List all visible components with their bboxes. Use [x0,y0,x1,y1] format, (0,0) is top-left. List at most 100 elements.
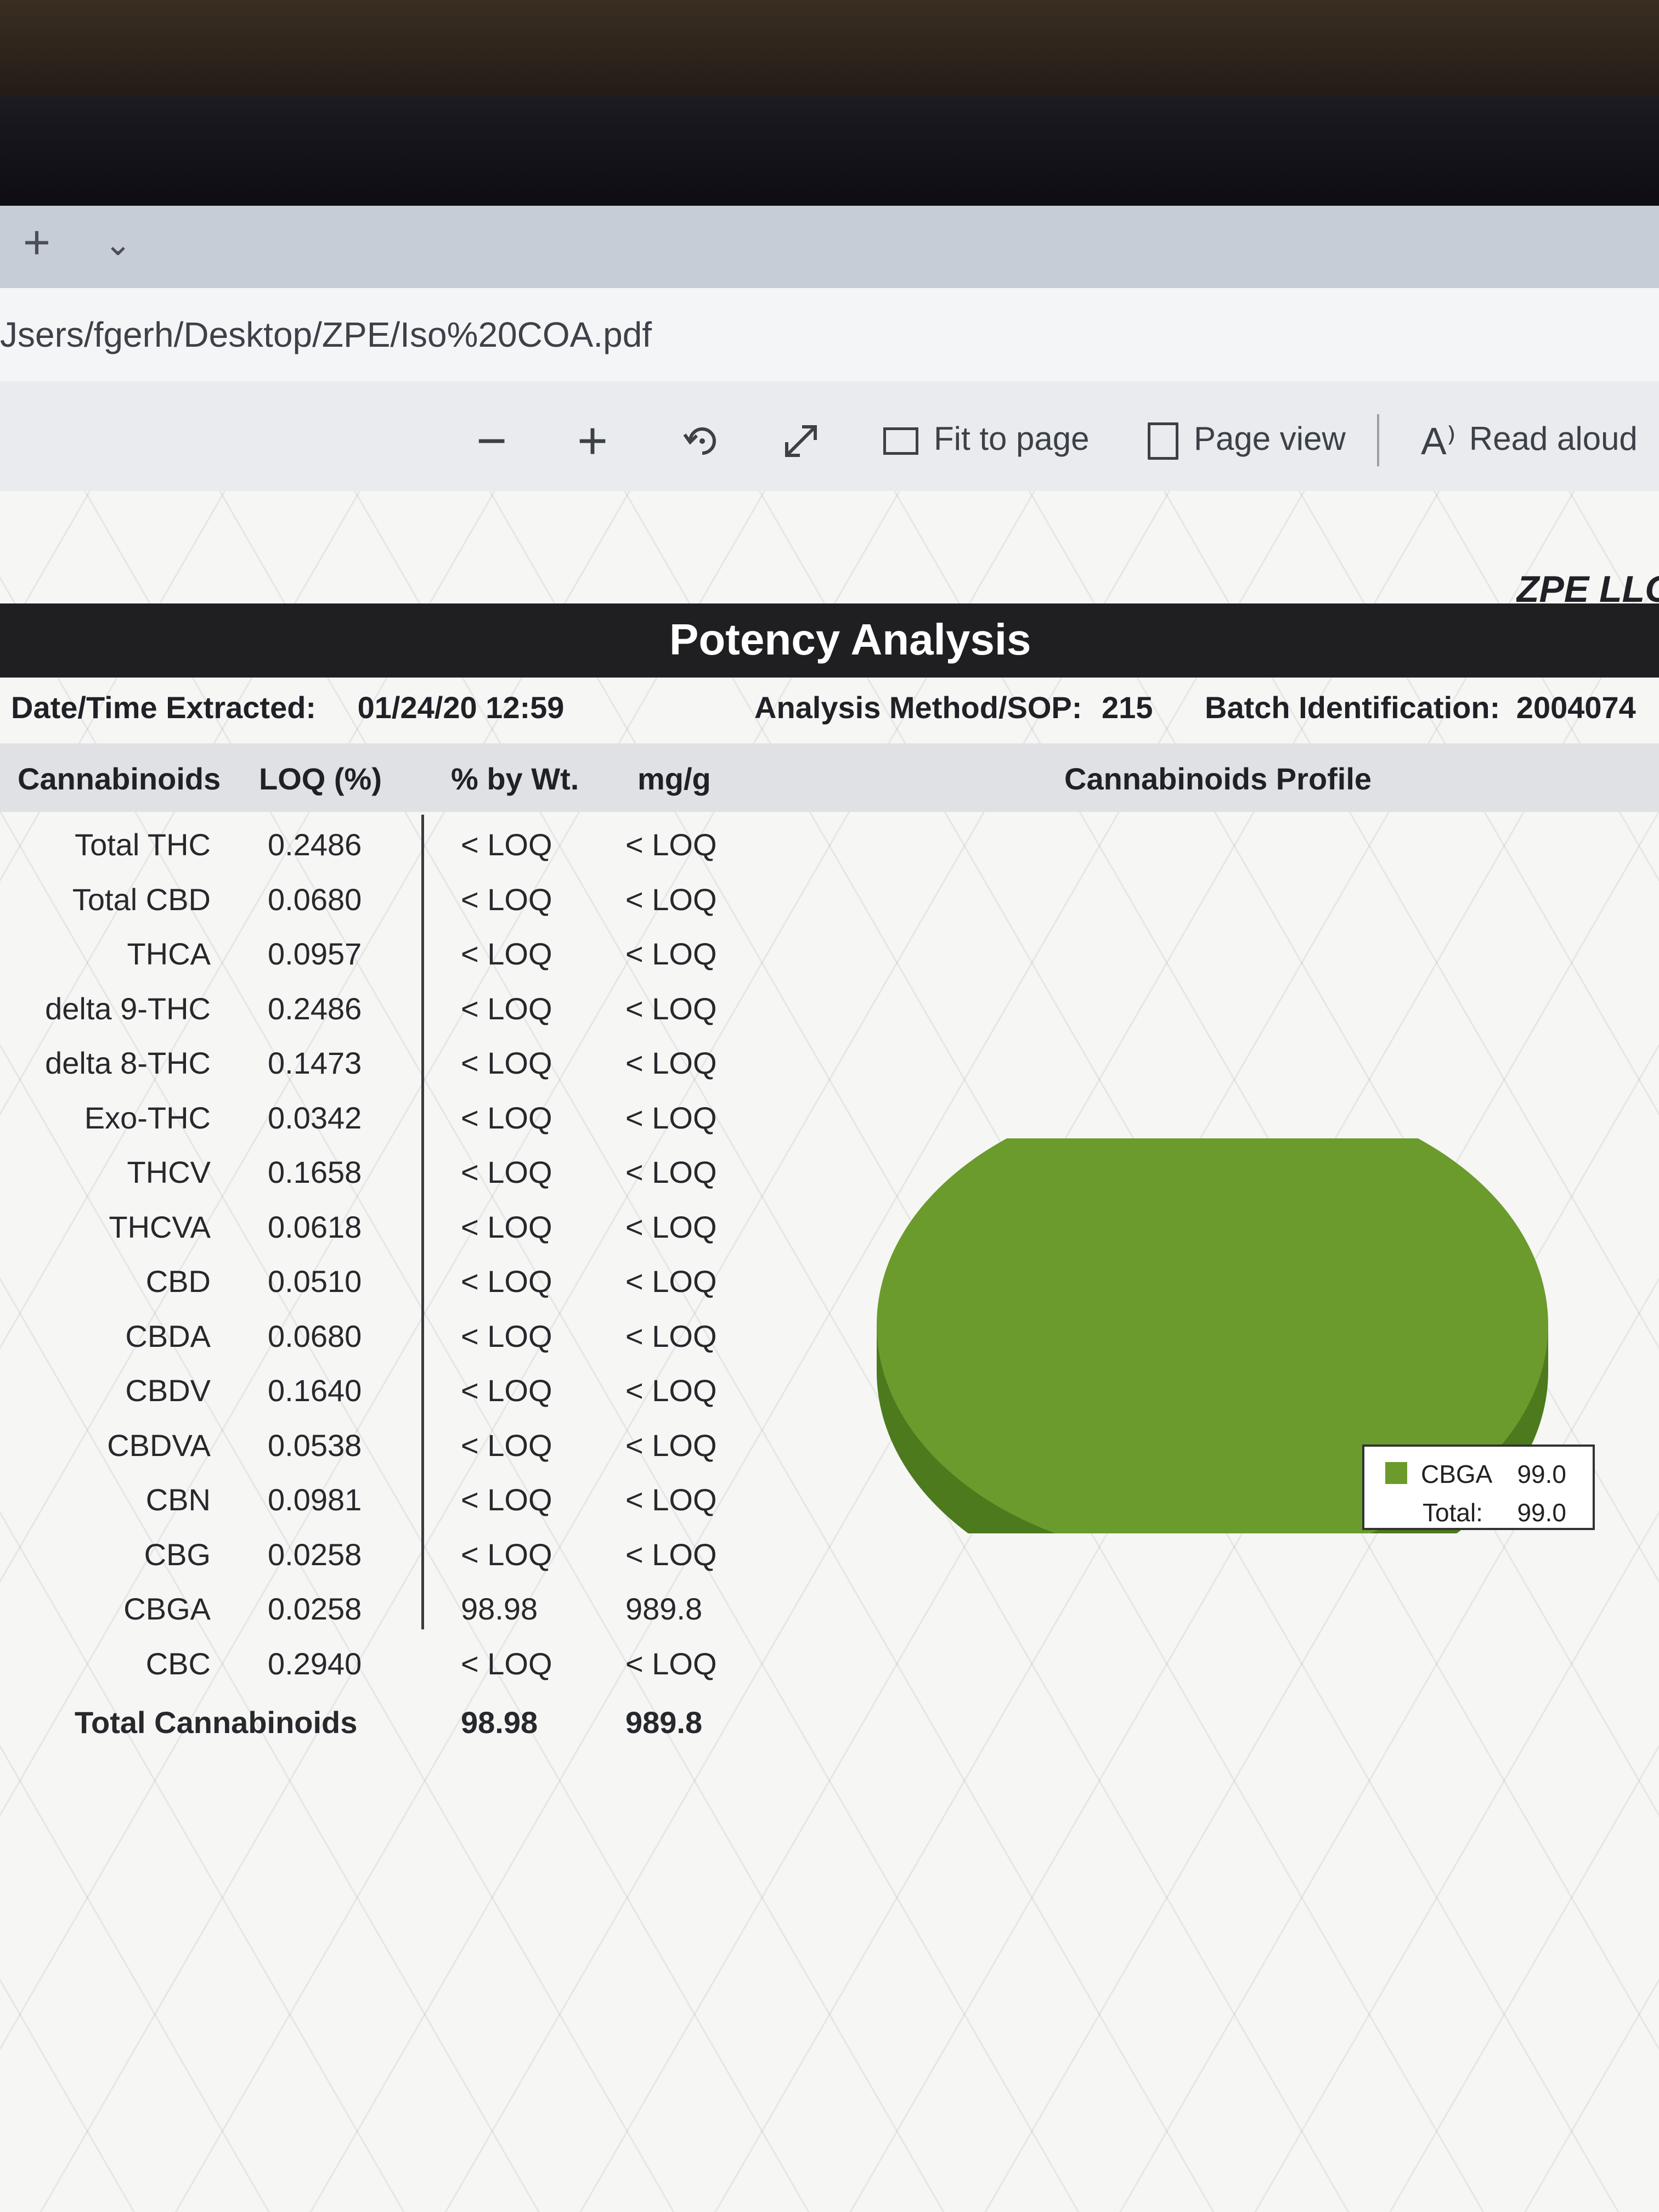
table-row: delta 8-THC 0.1473 < LOQ < LOQ [0,1036,768,1091]
method-value: 215 [1102,690,1153,725]
pct-by-wt-value: < LOQ [461,827,552,862]
mg-per-g-value: < LOQ [625,1427,717,1463]
read-aloud-icon: A⁾ [1421,420,1456,463]
fit-to-page-button[interactable]: Fit to page [883,411,1090,466]
expand-icon [785,425,817,458]
cannabinoid-name: THCVA [109,1209,211,1244]
cannabinoid-name: CBDVA [107,1427,211,1463]
legend-value: 99.0 [1517,1460,1566,1488]
mg-per-g-value: < LOQ [625,1646,717,1681]
cannabinoid-name: CBGA [123,1592,211,1626]
col-loq: LOQ (%) [259,761,382,796]
pie-slice-cbga [877,1138,1548,1533]
new-tab-button[interactable]: + [22,216,51,269]
browser-window: + ⌄ Jsers/fgerh/Desktop/ZPE/Iso%20COA.pd… [0,206,1659,2212]
cannabinoid-name: CBDV [125,1373,211,1408]
total-row: Total Cannabinoids 98.98 989.8 [0,1695,768,1750]
tab-list-chevron-icon[interactable]: ⌄ [104,225,132,262]
mg-per-g-value: < LOQ [625,1100,717,1135]
mg-per-g-value: < LOQ [625,936,717,971]
table-row: THCV 0.1658 < LOQ < LOQ [0,1145,768,1200]
pct-by-wt-value: < LOQ [461,1209,552,1244]
table-row: CBG 0.0258 < LOQ < LOQ [0,1527,768,1582]
table-row: CBN 0.0981 < LOQ < LOQ [0,1472,768,1527]
minus-icon: − [476,411,507,471]
cannabinoid-name: Total CBD [72,882,211,917]
page-title: Potency Analysis [669,615,1031,664]
pct-by-wt-value: < LOQ [461,1482,552,1517]
zoom-in-button[interactable]: + [577,411,608,471]
date-value: 01/24/20 12:59 [357,690,565,725]
legend-value: 99.0 [1517,1498,1566,1527]
loq-value: 0.0618 [268,1209,362,1244]
date-label: Date/Time Extracted: [11,690,317,725]
title-bar: Potency Analysis [0,603,1659,678]
cannabinoid-name: Total THC [75,827,211,862]
profile-title: Cannabinoids Profile [1064,761,1372,796]
mg-per-g-value: < LOQ [625,1046,717,1080]
pct-by-wt-value: < LOQ [461,1318,552,1353]
total-label: Total Cannabinoids [75,1705,358,1740]
pct-by-wt-value: < LOQ [461,1264,552,1299]
loq-value: 0.0957 [268,936,362,971]
page-view-label: Page view [1194,420,1346,457]
method-label: Analysis Method/SOP: [754,690,1082,725]
legend-label: Total: [1423,1498,1483,1527]
tab-strip: + ⌄ [0,206,1659,289]
loq-value: 0.2940 [268,1646,362,1681]
mg-per-g-value: < LOQ [625,882,717,917]
cannabinoid-name: delta 8-THC [45,1046,211,1080]
cannabinoid-name: CBN [145,1482,211,1517]
read-aloud-button[interactable]: A⁾ Read aloud [1421,411,1638,466]
loq-value: 0.0258 [268,1592,362,1626]
address-bar[interactable]: Jsers/fgerh/Desktop/ZPE/Iso%20COA.pdf [0,288,1659,382]
mg-per-g-value: 989.8 [625,1592,703,1626]
pct-by-wt-value: < LOQ [461,936,552,971]
table-divider [421,815,424,1629]
loq-value: 0.0680 [268,1318,362,1353]
table-row: THCA 0.0957 < LOQ < LOQ [0,927,768,981]
pct-by-wt-value: < LOQ [461,1373,552,1408]
mg-per-g-value: < LOQ [625,1209,717,1244]
table-row: CBDVA 0.0538 < LOQ < LOQ [0,1418,768,1473]
table-row: CBC 0.2940 < LOQ < LOQ [0,1637,768,1691]
batch-value: 2004074 [1516,690,1636,725]
cannabinoid-name: CBG [144,1537,211,1572]
pct-by-wt-value: < LOQ [461,1427,552,1463]
total-pct-by-wt: 98.98 [461,1705,538,1740]
table-row: CBDA 0.0680 < LOQ < LOQ [0,1309,768,1364]
mg-per-g-value: < LOQ [625,1264,717,1299]
mg-per-g-value: < LOQ [625,1537,717,1572]
loq-value: 0.0342 [268,1100,362,1135]
zoom-out-button[interactable]: − [476,411,507,471]
loq-value: 0.0680 [268,882,362,917]
loq-value: 0.1658 [268,1155,362,1189]
rotate-button[interactable] [680,411,724,466]
table-row: Exo-THC 0.0342 < LOQ < LOQ [0,1091,768,1146]
pct-by-wt-value: < LOQ [461,1646,552,1681]
pdf-toolbar: − + Fit to page Page view A⁾ R [0,381,1659,492]
mg-per-g-value: < LOQ [625,991,717,1026]
loq-value: 0.2486 [268,827,362,862]
batch-identification: Batch Identification: 2004074 [1205,683,1636,732]
mg-per-g-value: < LOQ [625,1318,717,1353]
pdf-page: ZPE LLC Potency Analysis Date/Time Extra… [0,491,1659,2212]
legend-label: CBGA [1421,1460,1493,1488]
mg-per-g-value: < LOQ [625,1482,717,1517]
legend [1362,1444,1595,1530]
loq-value: 0.1473 [268,1046,362,1080]
cannabinoid-name: CBC [145,1646,211,1681]
plus-icon: + [577,411,608,471]
loq-value: 0.0258 [268,1537,362,1572]
total-mg-per-g: 989.8 [625,1705,703,1740]
page-view-button[interactable]: Page view [1148,411,1346,466]
pct-by-wt-value: < LOQ [461,1537,552,1572]
table-row: THCVA 0.0618 < LOQ < LOQ [0,1200,768,1255]
col-cannabinoids: Cannabinoids [18,761,221,796]
full-screen-button[interactable] [779,411,823,466]
table-header: Cannabinoids LOQ (%) % by Wt. mg/g Canna… [0,743,1659,812]
fit-page-icon [883,427,918,455]
address-url[interactable]: Jsers/fgerh/Desktop/ZPE/Iso%20COA.pdf [0,315,652,354]
cannabinoid-name: CBDA [125,1318,211,1353]
